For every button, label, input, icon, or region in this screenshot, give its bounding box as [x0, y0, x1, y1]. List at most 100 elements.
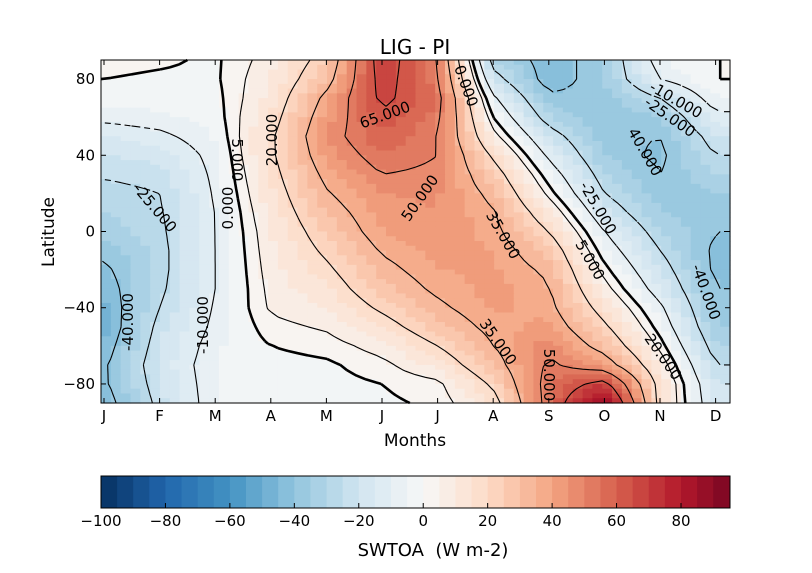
contour-cell: [327, 117, 338, 123]
contour-cell: [454, 364, 466, 371]
contour-cell: [612, 169, 623, 175]
contour-cell: [248, 283, 259, 290]
contour-cell: [287, 102, 299, 109]
contour-cell: [150, 107, 161, 113]
contour-cell: [169, 193, 181, 199]
contour-cell: [513, 317, 525, 323]
contour-cell: [346, 226, 358, 233]
contour-cell: [405, 279, 417, 285]
contour-cell: [110, 83, 122, 90]
contour-cell: [238, 217, 250, 223]
contour-cell: [179, 140, 191, 147]
contour-cell: [101, 379, 112, 385]
contour-cell: [238, 293, 250, 299]
contour-cell: [159, 231, 171, 237]
contour-cell: [297, 393, 308, 399]
x-tick-label: N: [654, 407, 665, 425]
contour-cell: [612, 241, 623, 247]
contour-cell: [218, 60, 230, 66]
contour-cell: [503, 364, 515, 371]
contour-cell: [238, 341, 250, 347]
contour-cell: [572, 102, 584, 109]
contour-cell: [582, 341, 594, 347]
contour-cell: [405, 160, 417, 166]
contour-cell: [435, 183, 446, 190]
contour-cell: [523, 198, 535, 204]
contour-cell: [700, 250, 711, 256]
contour-cell: [425, 102, 436, 109]
contour-cell: [297, 341, 308, 347]
contour-cell: [268, 255, 279, 261]
contour-cell: [454, 383, 466, 390]
contour-cell: [612, 221, 623, 228]
contour-cell: [651, 207, 662, 214]
contour-cell: [209, 145, 220, 152]
contour-cell: [661, 150, 672, 156]
contour-cell: [346, 69, 358, 75]
contour-cell: [405, 393, 417, 399]
contour-cell: [700, 322, 711, 328]
contour-cell: [592, 374, 603, 380]
contour-cell: [209, 198, 220, 204]
contour-cell: [218, 341, 230, 347]
contour-cell: [641, 169, 652, 175]
contour-cell: [159, 155, 171, 161]
contour-cell: [641, 383, 652, 390]
contour-cell: [533, 302, 544, 309]
contour-cell: [444, 179, 456, 185]
contour-cell: [346, 60, 358, 66]
contour-cell: [720, 317, 731, 323]
contour-cell: [543, 336, 554, 342]
contour-cell: [238, 102, 250, 109]
contour-cell: [612, 98, 623, 104]
contour-cell: [641, 193, 652, 199]
contour-cell: [415, 174, 426, 180]
contour-cell: [503, 317, 515, 323]
contour-cell: [268, 293, 279, 299]
contour-cell: [287, 360, 299, 366]
contour-cell: [317, 117, 328, 123]
contour-cell: [641, 221, 652, 228]
contour-cell: [454, 298, 466, 304]
contour-cell: [494, 183, 505, 190]
contour-cell: [562, 307, 574, 314]
contour-cell: [140, 393, 151, 399]
contour-cell: [444, 169, 456, 175]
contour-cell: [199, 74, 210, 80]
contour-cell: [189, 336, 200, 342]
contour-cell: [641, 150, 652, 156]
contour-cell: [140, 60, 151, 66]
contour-cell: [523, 231, 535, 237]
contour-cell: [258, 155, 269, 161]
contour-cell: [671, 374, 682, 380]
contour-cell: [120, 140, 132, 147]
contour-cell: [621, 255, 633, 261]
contour-cell: [268, 260, 279, 266]
contour-cell: [297, 302, 308, 309]
contour-cell: [553, 217, 564, 223]
contour-cell: [523, 102, 535, 109]
contour-cell: [572, 198, 584, 204]
contour-cell: [503, 83, 515, 90]
contour-cell: [435, 150, 446, 156]
contour-cell: [336, 112, 348, 118]
contour-cell: [209, 117, 220, 123]
contour-cell: [602, 336, 613, 342]
contour-cell: [464, 174, 476, 180]
contour-cell: [641, 250, 652, 256]
contour-cell: [425, 293, 436, 299]
contour-cell: [700, 107, 711, 113]
contour-cell: [415, 60, 426, 66]
contour-cell: [631, 74, 643, 80]
contour-cell: [454, 126, 466, 133]
contour-cell: [651, 274, 662, 280]
contour-cell: [405, 164, 417, 171]
contour-cell: [346, 298, 358, 304]
contour-cell: [395, 88, 407, 94]
contour-cell: [553, 350, 564, 356]
contour-cell: [297, 369, 308, 376]
contour-cell: [405, 341, 417, 347]
colorbar-segment: [407, 476, 424, 508]
contour-cell: [503, 312, 515, 318]
